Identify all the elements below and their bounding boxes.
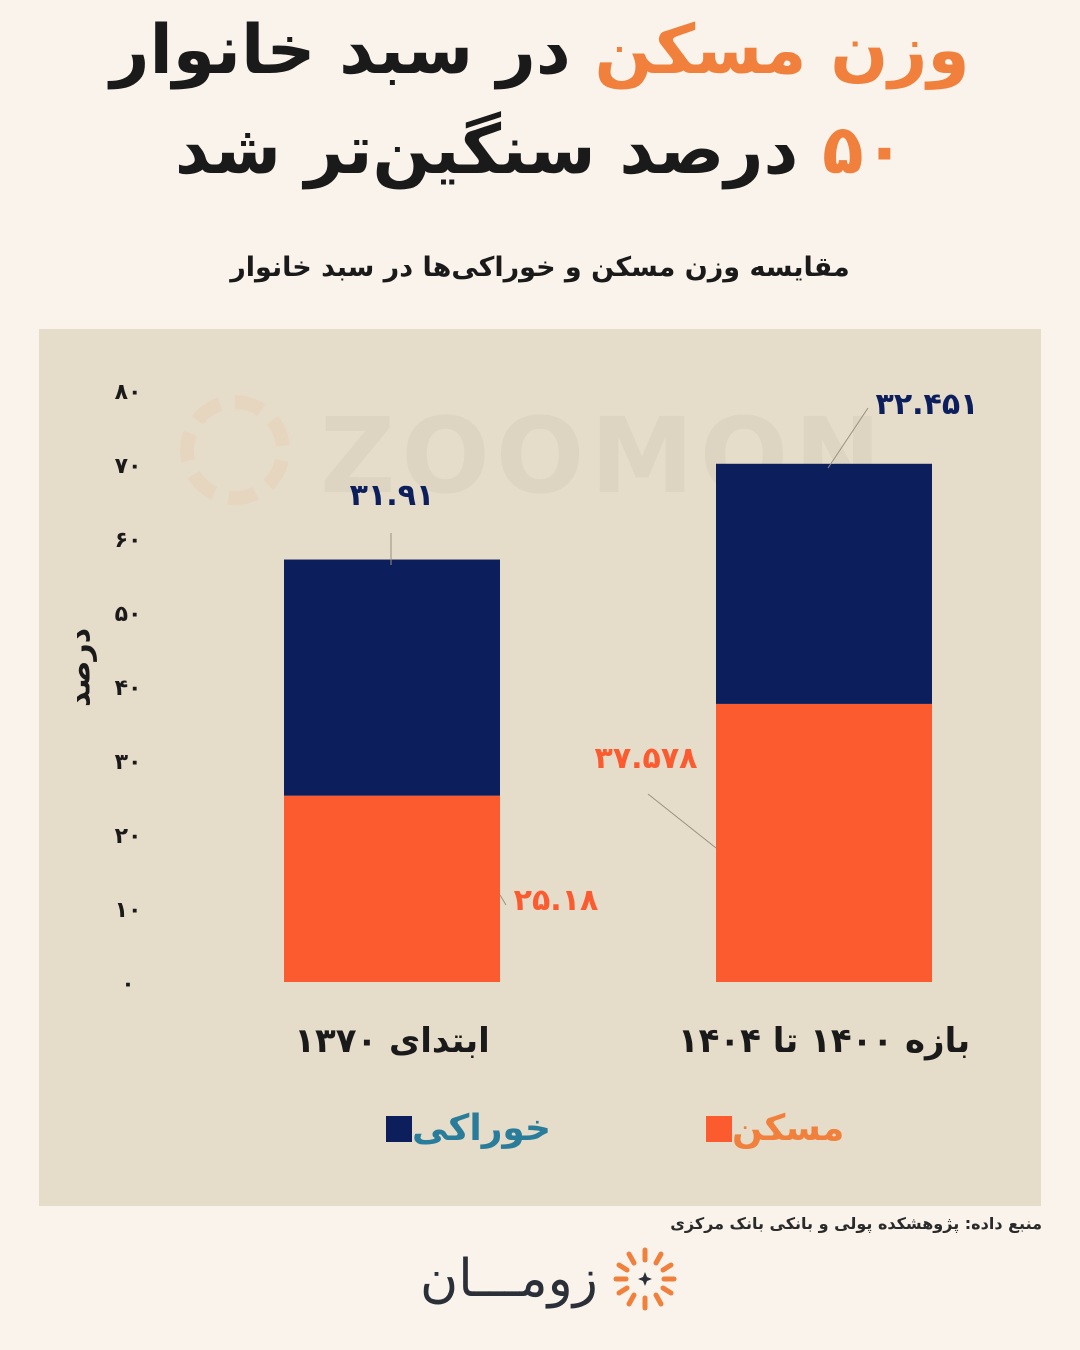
x-category-label: بازه ۱۴۰۰ تا ۱۴۰۴ [678,1021,970,1061]
leader-line [648,794,716,848]
legend-label-housing: مسکن [732,1108,844,1149]
legend-swatch-food [386,1116,412,1142]
sunburst-logo-icon [612,1246,678,1312]
y-axis-label: درصد [63,608,98,728]
y-tick-label: ۵۰ [115,602,142,627]
data-source: منبع داده: پژوهشکده پولی و بانکی بانک مر… [670,1214,1042,1233]
y-tick-label: ۷۰ [115,454,142,479]
bar-segment-housing [716,704,932,982]
y-tick-label: ۲۰ [115,824,142,849]
legend-item-housing: مسکن [692,1108,844,1149]
data-label-food: ۳۲.۴۵۱ [876,387,979,422]
y-tick-label: ۳۰ [115,750,142,775]
brand: زومـــان [420,1244,678,1314]
leader-line [500,895,506,905]
y-tick-label: ۴۰ [115,676,142,701]
y-tick-label: ۸۰ [115,380,142,405]
legend-label-food: خوراکی [412,1108,551,1149]
bar-segment-food [284,560,500,796]
data-label-food: ۳۱.۹۱ [350,478,435,513]
y-tick-label: ۰ [121,972,134,997]
data-label-housing: ۳۷.۵۷۸ [595,741,698,776]
y-tick-label: ۱۰ [115,898,142,923]
legend-swatch-housing [706,1116,732,1142]
legend-item-food: خوراکی [372,1108,551,1149]
brand-name: زومـــان [420,1249,598,1309]
data-label-housing: ۲۵.۱۸ [514,883,599,918]
bar-segment-food [716,464,932,704]
leader-line [828,408,868,468]
x-category-label: ابتدای ۱۳۷۰ [294,1021,490,1061]
y-tick-label: ۶۰ [115,528,142,553]
bar-segment-housing [284,796,500,982]
